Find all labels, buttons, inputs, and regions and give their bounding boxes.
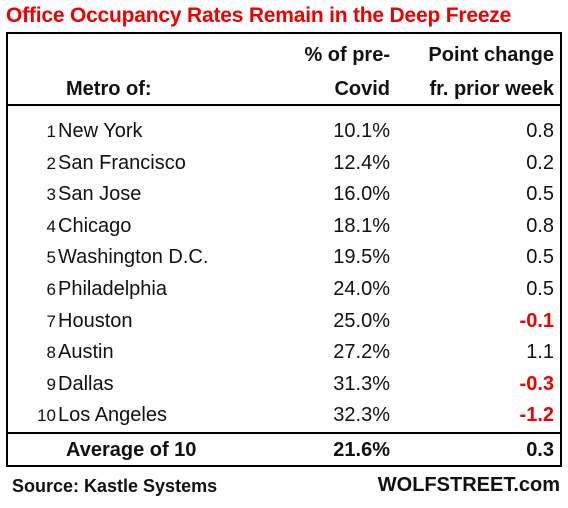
- average-divider: [8, 432, 560, 434]
- row-change: 0.8: [526, 120, 554, 142]
- row-metro: San Francisco: [58, 151, 186, 174]
- row-rank: 10: [37, 406, 56, 426]
- row-pct: 12.4%: [333, 151, 390, 174]
- row-pct: 16.0%: [333, 183, 390, 206]
- header-metro: Metro of:: [66, 78, 152, 100]
- source-note: Source: Kastle Systems: [12, 476, 218, 496]
- row-rank: 8: [46, 343, 56, 363]
- header-pct-line2: Covid: [334, 78, 390, 100]
- average-change: 0.3: [526, 439, 554, 461]
- table-row: 5 Washington D.C. 19.5% 0.5: [8, 244, 560, 275]
- table-row: 4 Chicago 18.1% 0.8: [8, 213, 560, 244]
- table-row: 6 Philadelphia 24.0% 0.5: [8, 276, 560, 307]
- row-change: -1.2: [519, 404, 554, 427]
- row-pct: 19.5%: [333, 246, 390, 269]
- row-change: 0.8: [526, 214, 554, 237]
- row-metro: Houston: [58, 309, 133, 332]
- average-row: Average of 10 21.6% 0.3: [8, 437, 560, 467]
- table-row: 1 New York 10.1% 0.8: [8, 118, 560, 149]
- row-change: 0.5: [526, 246, 554, 269]
- row-metro: Washington D.C.: [58, 246, 209, 269]
- row-rank: 3: [46, 185, 56, 205]
- row-rank: 5: [46, 248, 56, 268]
- row-metro: Dallas: [58, 372, 114, 395]
- row-rank: 6: [46, 280, 56, 299]
- row-rank: 1: [46, 122, 56, 141]
- header-divider: [8, 104, 560, 106]
- row-pct: 10.1%: [333, 120, 390, 142]
- average-label: Average of 10: [66, 439, 197, 461]
- row-change: 0.5: [526, 278, 554, 300]
- row-change: 0.5: [526, 183, 554, 206]
- row-rank: 2: [46, 153, 56, 173]
- occupancy-table: Metro of: % of pre- Covid Point change f…: [6, 32, 562, 467]
- table-row: 3 San Jose 16.0% 0.5: [8, 181, 560, 212]
- row-change: 0.2: [526, 151, 554, 174]
- row-metro: Philadelphia: [58, 278, 167, 300]
- chart-title: Office Occupancy Rates Remain in the Dee…: [6, 4, 512, 27]
- row-metro: Austin: [58, 341, 114, 364]
- row-pct: 27.2%: [333, 341, 390, 364]
- row-pct: 31.3%: [333, 372, 390, 395]
- table-row: 9 Dallas 31.3% -0.3: [8, 371, 560, 402]
- row-rank: 7: [46, 311, 56, 331]
- header-change-line1: Point change: [428, 44, 554, 66]
- row-pct: 18.1%: [333, 214, 390, 237]
- row-pct: 25.0%: [333, 309, 390, 332]
- row-metro: San Jose: [58, 183, 142, 206]
- row-metro: Chicago: [58, 214, 132, 237]
- row-rank: 4: [46, 216, 56, 236]
- row-metro: Los Angeles: [58, 404, 167, 427]
- header-pct-line1: % of pre-: [304, 44, 390, 66]
- row-change: -0.1: [519, 309, 554, 332]
- table-row: 10 Los Angeles 32.3% -1.2: [8, 402, 560, 433]
- table-row: 8 Austin 27.2% 1.1: [8, 339, 560, 370]
- row-pct: 24.0%: [333, 278, 390, 300]
- header-change-line2: fr. prior week: [429, 78, 555, 100]
- average-pct: 21.6%: [333, 439, 390, 461]
- brand-label: WOLFSTREET.com: [377, 474, 560, 496]
- row-change: 1.1: [526, 341, 554, 364]
- row-metro: New York: [58, 120, 143, 142]
- row-change: -0.3: [519, 372, 554, 395]
- table-row: 2 San Francisco 12.4% 0.2: [8, 150, 560, 181]
- table-row: 7 Houston 25.0% -0.1: [8, 308, 560, 339]
- row-rank: 9: [46, 374, 56, 394]
- row-pct: 32.3%: [333, 404, 390, 427]
